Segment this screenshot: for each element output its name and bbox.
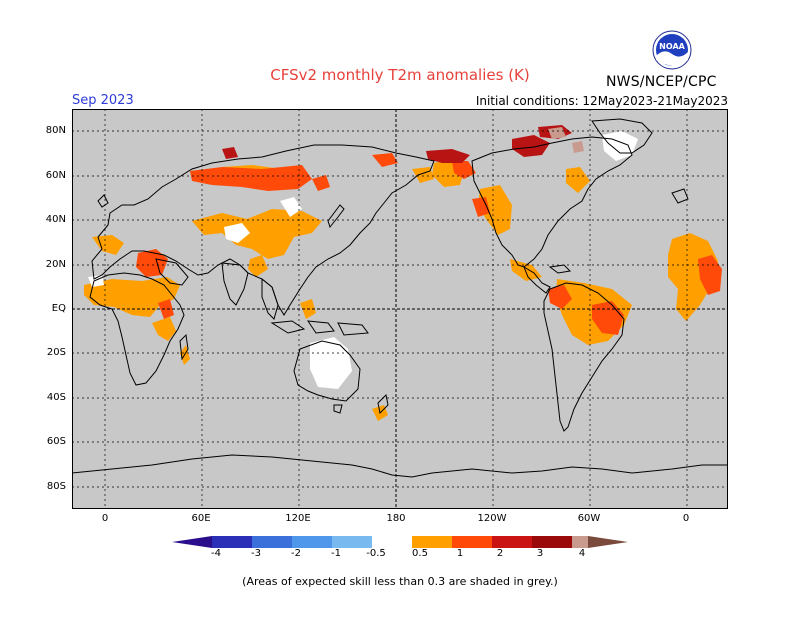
colorbar-label: 4: [578, 548, 586, 559]
colorbar-label: -0.5: [366, 548, 386, 559]
colorbar-label: 3: [536, 548, 544, 559]
colorbar-label: -4: [211, 548, 221, 559]
valid-month: Sep 2023: [72, 93, 134, 108]
lat-label-60s: 60S: [46, 436, 66, 447]
lat-label-80n: 80N: [45, 125, 66, 136]
equator-dateline: [72, 109, 728, 509]
lat-label-40s: 40S: [46, 392, 66, 403]
lon-label-0-east: 0: [682, 513, 690, 524]
colorbar-label: 2: [496, 548, 504, 559]
agency-label: NWS/NCEP/CPC: [606, 74, 717, 90]
logo-text: NOAA: [659, 42, 685, 51]
lat-label-40n: 40N: [45, 214, 66, 225]
colorbar-label: -1: [331, 548, 341, 559]
map-frame: [72, 109, 728, 509]
anomaly-patches-red: [136, 153, 722, 335]
anomaly-map: [72, 109, 728, 509]
colorbar-arrow-right: [588, 536, 628, 548]
lon-label-120w: 120W: [477, 513, 507, 524]
map-title: CFSv2 monthly T2m anomalies (K): [270, 66, 530, 84]
lat-label-20n: 20N: [45, 259, 66, 270]
noaa-logo-icon: NOAA: [652, 30, 692, 70]
lon-label-180: 180: [386, 513, 406, 524]
lon-label-60w: 60W: [577, 513, 601, 524]
colorbar-label: -2: [291, 548, 301, 559]
lat-label-80s: 80S: [46, 481, 66, 492]
lat-label-20s: 20S: [46, 347, 66, 358]
colorbar-label: 0.5: [412, 548, 428, 559]
lat-label-eq: EQ: [51, 303, 66, 314]
coastlines: [72, 118, 728, 478]
colorbar-label: -3: [251, 548, 261, 559]
lon-label-60e: 60E: [191, 513, 211, 524]
colorbar: [172, 536, 628, 548]
lon-label-0: 0: [101, 513, 109, 524]
skill-footnote: (Areas of expected skill less than 0.3 a…: [242, 575, 558, 588]
anomaly-patches-brown: [548, 127, 584, 153]
initial-conditions: Initial conditions: 12May2023-21May2023: [475, 94, 728, 108]
colorbar-arrow-left: [172, 536, 212, 548]
lat-label-60n: 60N: [45, 170, 66, 181]
colorbar-label: 1: [456, 548, 464, 559]
lon-label-120e: 120E: [285, 513, 311, 524]
